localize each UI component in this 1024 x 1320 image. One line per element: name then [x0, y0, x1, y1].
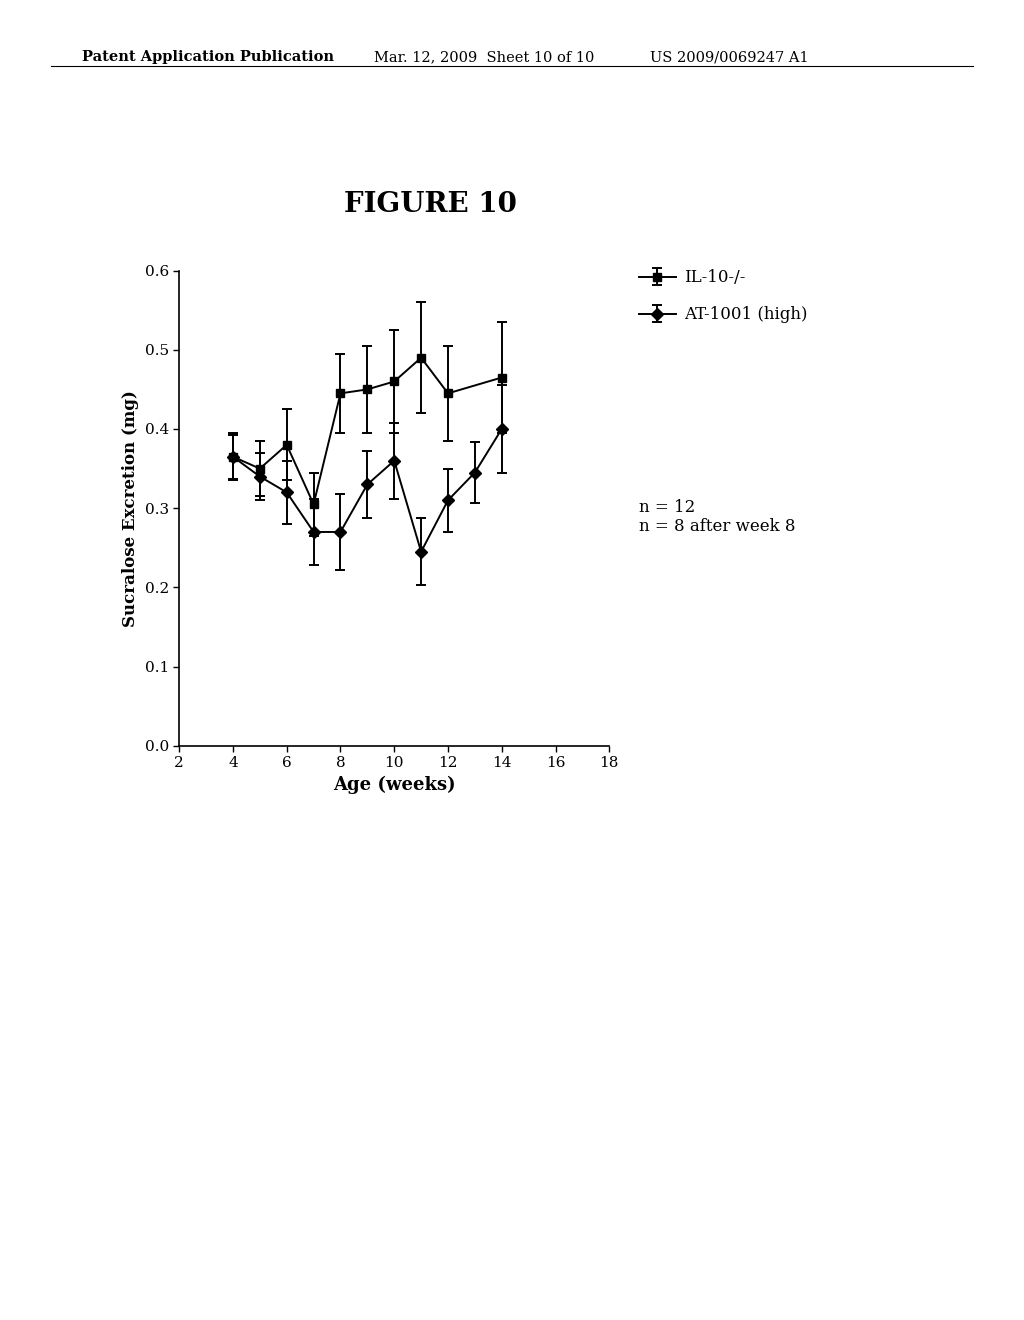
Text: FIGURE 10: FIGURE 10	[344, 191, 516, 218]
X-axis label: Age (weeks): Age (weeks)	[333, 776, 456, 795]
Y-axis label: Sucralose Excretion (mg): Sucralose Excretion (mg)	[122, 389, 139, 627]
Text: US 2009/0069247 A1: US 2009/0069247 A1	[650, 50, 809, 65]
Text: Patent Application Publication: Patent Application Publication	[82, 50, 334, 65]
Text: Mar. 12, 2009  Sheet 10 of 10: Mar. 12, 2009 Sheet 10 of 10	[374, 50, 594, 65]
Legend: IL-10-/-, AT-1001 (high): IL-10-/-, AT-1001 (high)	[639, 269, 808, 323]
Text: n = 12
n = 8 after week 8: n = 12 n = 8 after week 8	[639, 499, 796, 536]
